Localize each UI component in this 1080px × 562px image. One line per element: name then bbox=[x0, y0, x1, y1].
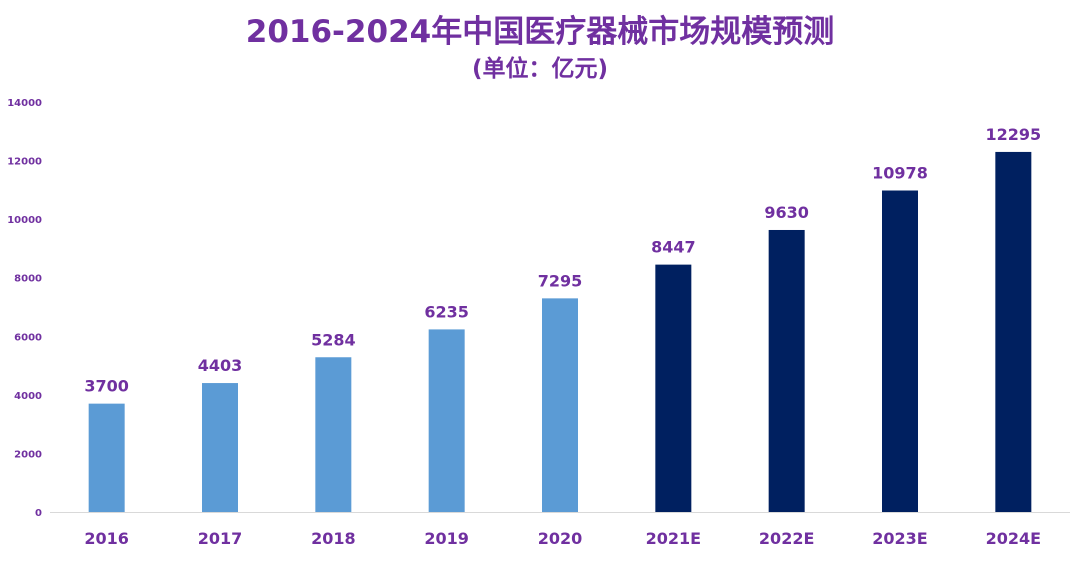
x-tick-label: 2016 bbox=[84, 529, 129, 548]
chart-title: 2016-2024年中国医疗器械市场规模预测 bbox=[245, 14, 835, 50]
bar bbox=[995, 151, 1032, 513]
y-tick-label: 8000 bbox=[14, 274, 42, 285]
bar bbox=[655, 264, 692, 512]
x-tick-label: 2017 bbox=[198, 529, 243, 548]
data-label: 5284 bbox=[311, 330, 356, 349]
x-tick-label: 2023E bbox=[872, 529, 927, 548]
x-tick-label: 2019 bbox=[424, 529, 469, 548]
y-tick-label: 2000 bbox=[14, 449, 42, 460]
y-tick-label: 4000 bbox=[14, 391, 42, 402]
data-label: 10978 bbox=[872, 164, 928, 183]
bar bbox=[315, 357, 352, 512]
x-tick-label: 2022E bbox=[759, 529, 814, 548]
x-tick-label: 2018 bbox=[311, 529, 356, 548]
y-tick-label: 12000 bbox=[7, 157, 42, 168]
data-label: 3700 bbox=[84, 377, 129, 396]
bar bbox=[882, 190, 918, 512]
data-label: 4403 bbox=[198, 356, 243, 375]
y-tick-label: 6000 bbox=[14, 332, 42, 343]
bar bbox=[202, 383, 238, 512]
bar bbox=[542, 298, 578, 512]
data-label: 12295 bbox=[985, 125, 1041, 144]
chart-subtitle: (单位：亿元) bbox=[471, 56, 609, 82]
bar bbox=[88, 403, 125, 512]
y-tick-label: 10000 bbox=[7, 215, 42, 226]
data-label: 9630 bbox=[764, 203, 809, 222]
data-label: 6235 bbox=[424, 302, 469, 321]
data-label: 7295 bbox=[538, 271, 583, 290]
bar bbox=[768, 229, 805, 512]
y-tick-label: 14000 bbox=[7, 98, 42, 109]
x-tick-label: 2021E bbox=[646, 529, 701, 548]
bar bbox=[428, 329, 465, 512]
y-tick-label: 0 bbox=[35, 508, 42, 519]
x-tick-label: 2024E bbox=[986, 529, 1041, 548]
data-label: 8447 bbox=[651, 238, 696, 257]
x-tick-label: 2020 bbox=[538, 529, 583, 548]
